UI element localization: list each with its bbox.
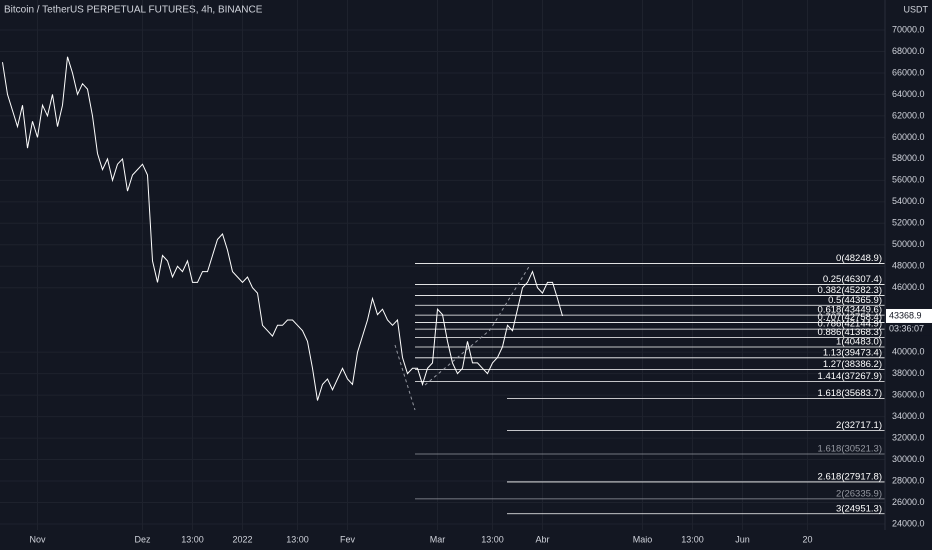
- y-tick-label: 40000.0: [892, 347, 925, 357]
- y-tick-label: 30000.0: [892, 454, 925, 464]
- x-tick-label: Nov: [29, 534, 46, 544]
- chart-title: Bitcoin / TetherUS PERPETUAL FUTURES, 4h…: [4, 5, 263, 16]
- countdown-box: [886, 322, 932, 336]
- y-tick-label: 50000.0: [892, 239, 925, 249]
- y-tick-label: 58000.0: [892, 153, 925, 163]
- x-tick-label: Abr: [535, 534, 549, 544]
- fib-label: 1.618(30521.3): [818, 443, 882, 454]
- last-price: 43368.9: [889, 310, 922, 320]
- y-tick-label: 64000.0: [892, 89, 925, 99]
- price-line: [2, 56, 563, 401]
- grid: [0, 0, 885, 530]
- y-tick-label: 54000.0: [892, 196, 925, 206]
- fib-label: 1(40483.0): [836, 336, 882, 347]
- price-box: [886, 308, 932, 323]
- y-tick-label: 34000.0: [892, 411, 925, 421]
- y-tick-label: 66000.0: [892, 67, 925, 77]
- fib-label: 2.618(27917.8): [818, 471, 882, 482]
- fib-label: 0.5(44365.9): [828, 295, 882, 306]
- fib-label: 0.618(43449.6): [818, 305, 882, 316]
- fib-label: 1.27(38386.2): [823, 359, 882, 370]
- fib-label: 1.618(35683.7): [818, 388, 882, 399]
- y-tick-label: 68000.0: [892, 46, 925, 56]
- y-tick-label: 28000.0: [892, 475, 925, 485]
- y-tick-label: 52000.0: [892, 218, 925, 228]
- fib-label: 0.707(42758.4): [818, 312, 882, 323]
- fib-label: 0.382(45282.3): [818, 285, 882, 296]
- y-tick-label: 38000.0: [892, 368, 925, 378]
- fib-label: 0.886(41368.3): [818, 327, 882, 338]
- fib-label: 1.13(39473.4): [823, 347, 882, 358]
- x-tick-label: Dez: [134, 534, 151, 544]
- y-tick-label: 24000.0: [892, 518, 925, 528]
- x-tick-label: Mar: [430, 534, 446, 544]
- x-tick-label: Jun: [735, 534, 750, 544]
- fib-label: 0(48248.9): [836, 253, 882, 264]
- x-tick-label: 13:00: [286, 534, 309, 544]
- y-tick-label: 56000.0: [892, 175, 925, 185]
- fib-label: 2(26335.9): [836, 488, 882, 499]
- x-tick-label: 20: [802, 534, 812, 544]
- pattern-line: [394, 264, 531, 411]
- x-tick-label: Maio: [633, 534, 653, 544]
- fib-label: 0.786(42144.9): [818, 319, 882, 330]
- x-tick-label: 13:00: [181, 534, 204, 544]
- y-tick-label: 60000.0: [892, 132, 925, 142]
- plot: 0(48248.9) 0.25(46307.4)0.382(45282.3)0.5…: [2, 56, 885, 514]
- x-tick-label: 2022: [232, 534, 252, 544]
- y-tick-label: 48000.0: [892, 261, 925, 271]
- fib-label: 1.414(37267.9): [818, 371, 882, 382]
- fib-label: 2(32717.1): [836, 420, 882, 431]
- fib-label: 0.25(46307.4): [823, 274, 882, 285]
- x-tick-label: 13:00: [481, 534, 504, 544]
- y-tick-label: 32000.0: [892, 432, 925, 442]
- y-tick-label: 36000.0: [892, 390, 925, 400]
- currency: USDT: [904, 4, 929, 14]
- x-tick-label: Fev: [340, 534, 356, 544]
- y-tick-label: 62000.0: [892, 110, 925, 120]
- y-tick-label: 26000.0: [892, 497, 925, 507]
- y-tick-label: 46000.0: [892, 282, 925, 292]
- x-tick-label: 13:00: [681, 534, 704, 544]
- y-tick-label: 70000.0: [892, 24, 925, 34]
- countdown: 03:36:07: [889, 323, 924, 333]
- fib-label: 3(24951.3): [836, 503, 882, 514]
